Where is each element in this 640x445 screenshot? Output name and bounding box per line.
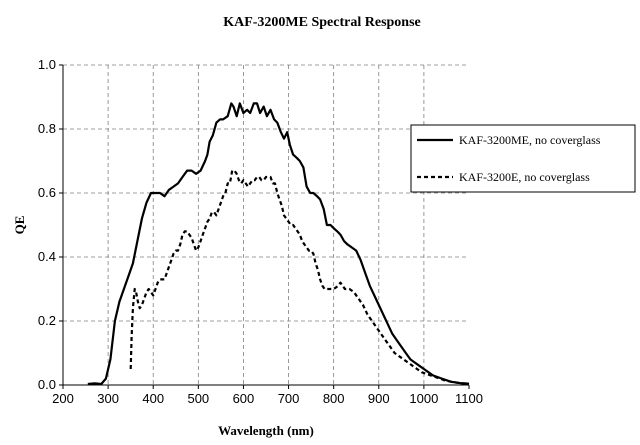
x-tick-label: 600 [233, 391, 255, 406]
legend-box [410, 124, 636, 193]
x-tick-label: 500 [187, 391, 209, 406]
y-tick-label: 0.0 [38, 377, 56, 392]
axes [59, 64, 470, 389]
x-axis-title: Wavelength (nm) [218, 423, 314, 438]
chart-title: KAF-3200ME Spectral Response [223, 15, 421, 30]
y-tick-label: 0.4 [38, 249, 56, 264]
x-tick-label: 700 [278, 391, 300, 406]
tick-labels: 200 300 400 500 600 700 800 900 1000 1100 0.0 0.2 0.… [38, 57, 483, 406]
data-series [87, 102, 470, 386]
series-line-2 [129, 169, 470, 386]
legend-label-2: KAF-3200E, no coverglass [459, 170, 590, 184]
x-tick-label: 200 [52, 391, 74, 406]
x-tick-label: 900 [368, 391, 390, 406]
series-line-1 [87, 102, 470, 386]
x-tick-label: 1000 [409, 391, 438, 406]
y-tick-label: 1.0 [38, 57, 56, 72]
y-tick-label: 0.6 [38, 185, 56, 200]
y-tick-label: 0.8 [38, 121, 56, 136]
x-tick-label: 800 [323, 391, 345, 406]
y-tick-label: 0.2 [38, 313, 56, 328]
x-tick-label: 400 [142, 391, 164, 406]
x-tick-label: 1100 [455, 391, 483, 406]
x-tick-label: 300 [97, 391, 119, 406]
legend-label-1: KAF-3200ME, no coverglass [459, 133, 601, 147]
y-axis-title: QE [12, 216, 27, 235]
legend: KAF-3200ME, no coverglass KAF-3200E, no … [410, 124, 636, 193]
